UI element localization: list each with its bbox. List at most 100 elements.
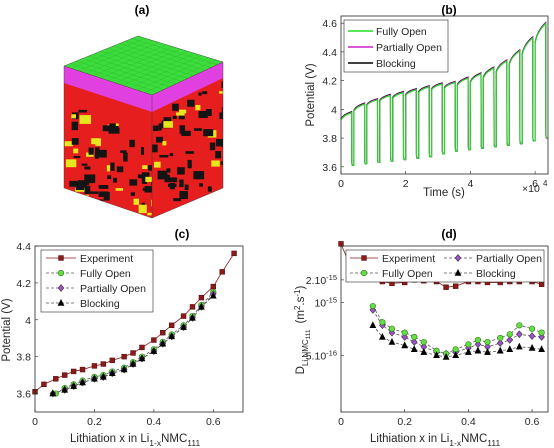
cube-speckle bbox=[138, 204, 147, 214]
chart-b-legend-partially-open: Partially Open bbox=[376, 42, 442, 54]
chart-d-point-experiment bbox=[452, 283, 459, 289]
chart-d-legend-fully-open: Fully Open bbox=[382, 268, 433, 280]
cube-speckle bbox=[148, 165, 152, 171]
chart-d-point-partially-open bbox=[528, 332, 536, 340]
chart-c-point-experiment bbox=[189, 304, 196, 310]
chart-b-x-tick-label: 2 bbox=[403, 178, 409, 190]
cube-speckle bbox=[84, 174, 96, 184]
cube-speckle bbox=[173, 198, 181, 202]
cube-speckle bbox=[109, 123, 116, 127]
cube-speckle bbox=[112, 177, 118, 183]
chart-d-y-axis-label: DLi,NMC111 (m2.s-1) bbox=[293, 286, 312, 375]
cube-speckle bbox=[202, 91, 208, 95]
chart-c-y-tick-label: 4 bbox=[25, 315, 31, 327]
chart-d-x-axis-label-sub: 1-x bbox=[449, 438, 462, 448]
chart-c-point-experiment bbox=[79, 366, 86, 373]
chart-c-point-blocking bbox=[129, 359, 137, 367]
chart-c-legend: Experiment Fully Open Partially Open Blo… bbox=[40, 249, 154, 313]
cube-speckle bbox=[207, 186, 212, 192]
chart-d-legend-marker-blocking bbox=[454, 268, 462, 276]
chart-b-legend: Fully Open Partially Open Blocking bbox=[343, 19, 449, 73]
chart-c-x-tick-label: 0.2 bbox=[87, 416, 102, 428]
chart-c-point-blocking bbox=[189, 313, 196, 321]
chart-c-x-tick-label: 0.4 bbox=[147, 416, 162, 428]
chart-c-y-tick-label: 4.2 bbox=[16, 278, 31, 290]
chart-d-point-fully-open bbox=[420, 338, 427, 346]
chart-b-y-tick-label: 3.8 bbox=[322, 133, 337, 145]
chart-d-y-axis-label-units-close: ) bbox=[295, 286, 307, 290]
chart-c-point-blocking bbox=[61, 385, 69, 393]
cube-speckle bbox=[178, 115, 185, 120]
chart-d-point-fully-open bbox=[474, 336, 482, 344]
chart-d-point-blocking bbox=[401, 341, 409, 349]
chart-c-point-blocking bbox=[150, 347, 158, 354]
cube-speckle bbox=[75, 181, 85, 191]
cube-speckle bbox=[172, 103, 179, 111]
cube-speckle bbox=[195, 104, 201, 111]
chart-b-y-axis-label: Potential (V) bbox=[305, 63, 317, 126]
cube-speckle bbox=[184, 184, 189, 191]
cube-speckle bbox=[79, 115, 91, 124]
chart-c-point-blocking bbox=[49, 389, 57, 397]
chart-d-point-experiment bbox=[338, 241, 344, 247]
cube-speckle bbox=[81, 163, 88, 166]
chart-c-point-experiment bbox=[151, 337, 157, 343]
chart-d-legend-marker-fully-open bbox=[360, 269, 368, 277]
cube-speckle bbox=[116, 166, 124, 173]
chart-d-point-partially-open bbox=[516, 330, 523, 339]
cube-speckle bbox=[187, 99, 195, 107]
chart-d-point-fully-open bbox=[528, 325, 536, 332]
chart-c-point-blocking bbox=[70, 382, 78, 389]
cube-speckle bbox=[154, 161, 161, 168]
chart-c-point-experiment bbox=[100, 361, 107, 367]
cube-speckle bbox=[145, 176, 152, 182]
cube-speckle bbox=[107, 175, 112, 180]
cube-speckle bbox=[65, 159, 77, 168]
chart-d-x-axis-label-tail-sub: 111 bbox=[487, 438, 500, 448]
chart-d-x-axis-label-tail: NMC bbox=[461, 433, 487, 445]
cube-speckle bbox=[179, 125, 186, 134]
cube-speckle bbox=[137, 174, 145, 179]
chart-c-x-axis-label-main: Lithiation x in Li bbox=[70, 433, 149, 445]
chart-c-point-experiment bbox=[198, 294, 205, 301]
cube-speckle bbox=[69, 180, 77, 187]
cube-mesh-line bbox=[144, 59, 216, 93]
chart-d-x-tick-label: 0.2 bbox=[397, 416, 412, 428]
chart-d-point-blocking bbox=[369, 321, 377, 329]
cube-speckle bbox=[133, 198, 140, 205]
chart-d-legend-experiment: Experiment bbox=[382, 253, 435, 265]
chart-c-x-tick-label: 0.6 bbox=[206, 416, 221, 428]
chart-b-legend-fully-open: Fully Open bbox=[376, 26, 427, 38]
chart-b-legend-blocking: Blocking bbox=[376, 58, 416, 70]
cube-speckle bbox=[153, 125, 159, 132]
cube-speckle bbox=[84, 185, 91, 195]
chart-d-point-fully-open bbox=[506, 331, 513, 338]
chart-d-point-partially-open bbox=[506, 336, 514, 344]
cube-speckle bbox=[147, 212, 152, 216]
chart-c-x-axis-label-tail-sub: 111 bbox=[187, 438, 200, 448]
chart-c-point-experiment bbox=[219, 269, 225, 275]
chart-c-point-experiment bbox=[180, 313, 187, 319]
chart-b-plot-frame bbox=[340, 15, 549, 175]
chart-c-point-experiment bbox=[168, 322, 175, 329]
chart-d-legend-box bbox=[345, 249, 545, 283]
cube-speckle bbox=[177, 167, 185, 175]
cube-speckle bbox=[169, 177, 178, 183]
chart-d-y-axis-label-main: D bbox=[295, 366, 307, 374]
chart-d-line-fully-open bbox=[372, 305, 542, 355]
cube-speckle bbox=[156, 136, 164, 143]
cube-speckle bbox=[144, 186, 152, 193]
cube-speckle bbox=[163, 117, 172, 122]
chart-c-x-axis-label-tail: NMC bbox=[161, 433, 187, 445]
cube-speckle bbox=[91, 138, 99, 145]
chart-c-x-axis-label: Lithiation x in Li1-xNMC111 bbox=[70, 433, 200, 448]
chart-d-legend-partially-open: Partially Open bbox=[476, 253, 542, 265]
chart-d-point-blocking bbox=[452, 351, 460, 359]
chart-d-y-axis-label-units: (m bbox=[295, 310, 307, 323]
chart-d-x-axis-label-main: Lithiation x in Li bbox=[370, 433, 449, 445]
chart-b-y-tick-label: 3.6 bbox=[322, 162, 337, 174]
cube-speckle bbox=[198, 92, 202, 96]
cube-speckle bbox=[176, 112, 185, 116]
cube-speckle bbox=[98, 185, 109, 189]
chart-d-y-axis-label-sub: Li,NMC bbox=[301, 339, 310, 366]
